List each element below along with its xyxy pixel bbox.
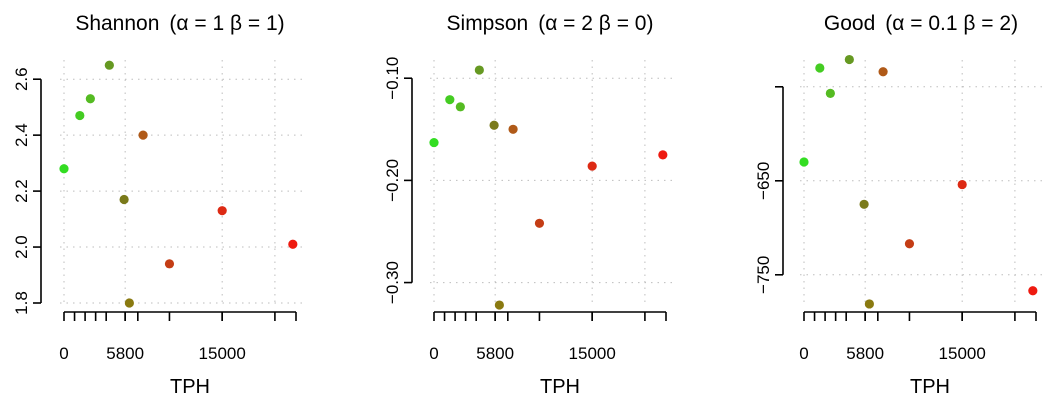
x-axis-label: TPH	[910, 376, 950, 398]
y-tick-label-4: 2.6	[12, 67, 31, 91]
chart-title-name: Simpson	[447, 12, 529, 35]
data-point	[815, 63, 825, 73]
chart-panel-simpson: Simpson (α = 2 β = 0) −0.10 −0.20 −0.30 0 5800…	[383, 12, 672, 398]
y-tick-label-2: −750	[754, 256, 773, 294]
y-tick-label-3: 2.4	[12, 123, 31, 147]
data-point	[445, 95, 455, 105]
data-point	[658, 150, 668, 160]
data-point	[489, 120, 499, 130]
data-point	[957, 179, 967, 190]
y-tick-label-2: −0.30	[383, 261, 402, 304]
x-tick-label-0: 0	[59, 344, 68, 363]
x-axis-label: TPH	[170, 376, 210, 398]
data-point	[75, 110, 85, 121]
data-point	[85, 94, 95, 104]
x-tick-label-2: 15000	[569, 344, 616, 363]
x-tick-label-1: 5800	[846, 344, 884, 363]
y-tick-label-0: −0.10	[383, 57, 402, 100]
data-point	[119, 194, 129, 205]
chart-title-params: (α = 0.1 β = 2)	[885, 12, 1018, 35]
data-point	[587, 161, 597, 171]
x-tick-label-0: 0	[429, 344, 438, 363]
chart-title: Shannon (α = 1 β = 1)	[75, 12, 284, 35]
chart-title-name: Good	[824, 12, 875, 35]
x-tick-label-0: 0	[799, 344, 808, 363]
data-point	[124, 298, 134, 308]
data-point	[217, 206, 227, 216]
x-tick-label-2: 15000	[199, 344, 246, 363]
chart-title: Simpson (α = 2 β = 0)	[447, 12, 654, 35]
data-point	[799, 157, 809, 167]
data-point	[104, 60, 114, 70]
x-tick-label-1: 5800	[476, 344, 514, 363]
y-tick-label-0: 1.8	[12, 291, 31, 315]
data-point	[825, 88, 835, 98]
data-point	[474, 65, 484, 75]
data-point	[904, 239, 915, 249]
chart-title-params: (α = 1 β = 1)	[169, 12, 284, 35]
y-tick-label-1: −650	[754, 162, 773, 200]
data-point	[288, 239, 298, 249]
chart-title: Good (α = 0.1 β = 2)	[824, 12, 1018, 35]
chart-panel-good: Good (α = 0.1 β = 2) −650 −750 0 5800 15000 TPH	[754, 12, 1042, 398]
data-point	[878, 67, 888, 77]
y-tick-label-1: −0.20	[383, 159, 402, 202]
data-point	[59, 164, 69, 174]
x-tick-label-2: 15000	[939, 344, 986, 363]
data-point	[534, 218, 545, 228]
data-point	[864, 299, 874, 309]
data-point	[429, 137, 439, 148]
data-point	[859, 199, 869, 209]
data-point	[164, 259, 175, 269]
chart-panel-shannon: Shannon (α = 1 β = 1) 1.8 2.0 2.2 2.4 2.6 0 5800…	[12, 12, 302, 398]
y-tick-label-1: 2.0	[12, 235, 31, 259]
chart-title-params: (α = 2 β = 0)	[538, 12, 653, 35]
x-axis-label: TPH	[540, 376, 580, 398]
data-point	[494, 300, 504, 310]
data-point	[844, 54, 854, 65]
data-point	[455, 102, 465, 112]
y-tick-label-2: 2.2	[12, 179, 31, 203]
data-point	[138, 130, 148, 140]
chart-title-name: Shannon	[75, 12, 159, 35]
x-tick-label-1: 5800	[106, 344, 144, 363]
data-point	[1028, 286, 1038, 296]
data-point	[508, 124, 518, 134]
